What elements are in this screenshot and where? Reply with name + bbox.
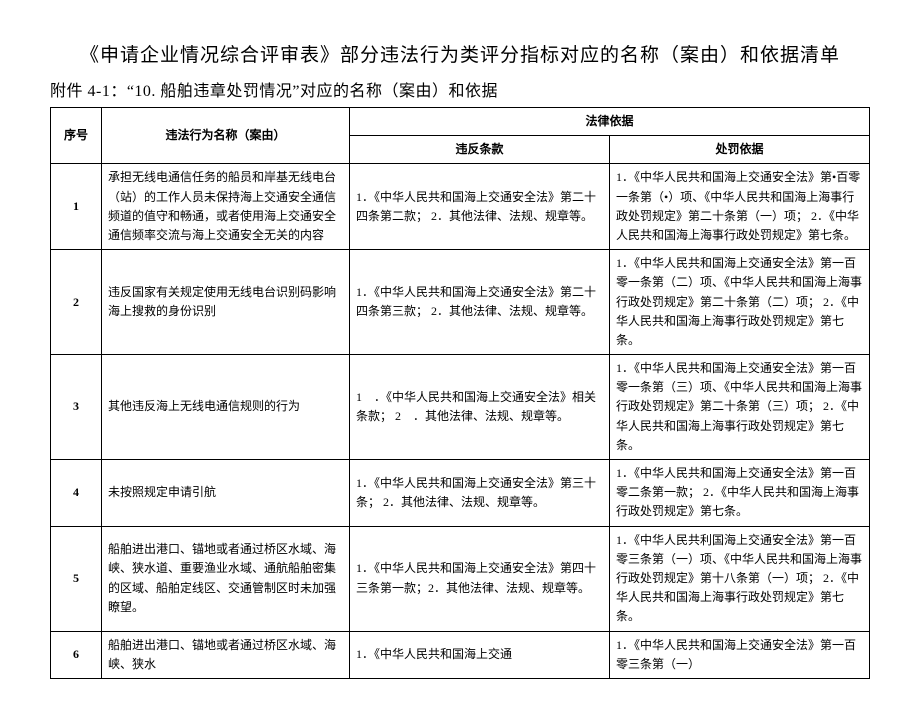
table-row: 4 未按照规定申请引航 1．《中华人民共和国海上交通安全法》第三十条； 2．其他… xyxy=(51,460,870,527)
cell-seq: 2 xyxy=(51,250,102,355)
table-body: 1 承担无线电通信任务的船员和岸基无线电台（站）的工作人员未保持海上交通安全通信… xyxy=(51,164,870,679)
cell-seq: 1 xyxy=(51,164,102,250)
cell-case: 承担无线电通信任务的船员和岸基无线电台（站）的工作人员未保持海上交通安全通信频道… xyxy=(102,164,350,250)
cell-violation: 1．《中华人民共和国海上交通安全法》第四十三条第一款；2．其他法律、法规、规章等… xyxy=(350,526,610,631)
col-case-header: 违法行为名称（案由） xyxy=(102,108,350,164)
table-row: 1 承担无线电通信任务的船员和岸基无线电台（站）的工作人员未保持海上交通安全通信… xyxy=(51,164,870,250)
cell-penalty: 1．《中华人民共和国海上交通安全法》第一百零三条第（一） xyxy=(610,631,870,678)
col-seq-header: 序号 xyxy=(51,108,102,164)
cell-penalty: 1．《中华人民共和国海上交通安全法》第一百零二条第一款； 2．《中华人民共和国海… xyxy=(610,460,870,527)
cell-violation: 1 ．《中华人民共和国海上交通安全法》相关条款； 2 ．其他法律、法规、规章等。 xyxy=(350,355,610,460)
cell-penalty: 1．《中华人民共和国海上交通安全法》第•百零一条第（•）项、《中华人民共和国海上… xyxy=(610,164,870,250)
cell-seq: 3 xyxy=(51,355,102,460)
regulation-table: 序号 违法行为名称（案由） 法律依据 违反条款 处罚依据 1 承担无线电通信任务… xyxy=(50,107,870,679)
cell-violation: 1．《中华人民共和国海上交通安全法》第二十四条第二款； 2．其他法律、法规、规章… xyxy=(350,164,610,250)
cell-seq: 4 xyxy=(51,460,102,527)
cell-case: 船舶进出港口、锚地或者通过桥区水域、海峡、狭水 xyxy=(102,631,350,678)
table-row: 5 船舶进出港口、锚地或者通过桥区水域、海峡、狭水道、重要渔业水域、通航船舶密集… xyxy=(51,526,870,631)
cell-penalty: 1．《中华人民共和国海上交通安全法》第一百零一条第（三）项、《中华人民共和国海上… xyxy=(610,355,870,460)
cell-seq: 5 xyxy=(51,526,102,631)
table-row: 6 船舶进出港口、锚地或者通过桥区水域、海峡、狭水 1．《中华人民共和国海上交通… xyxy=(51,631,870,678)
cell-case: 违反国家有关规定使用无线电台识别码影响海上搜救的身份识别 xyxy=(102,250,350,355)
page-title: 《申请企业情况综合评审表》部分违法行为类评分指标对应的名称（案由）和依据清单 xyxy=(50,40,870,67)
col-penalty-header: 处罚依据 xyxy=(610,136,870,164)
cell-seq: 6 xyxy=(51,631,102,678)
page-subtitle: 附件 4-1：“10. 船舶违章处罚情况”对应的名称（案由）和依据 xyxy=(50,77,870,101)
cell-case: 其他违反海上无线电通信规则的行为 xyxy=(102,355,350,460)
cell-penalty: 1．《中华人民共利国海上交通安全法》第一百零三条第（一）项、《中华人民共和国海上… xyxy=(610,526,870,631)
col-violation-header: 违反条款 xyxy=(350,136,610,164)
cell-case: 未按照规定申请引航 xyxy=(102,460,350,527)
cell-case: 船舶进出港口、锚地或者通过桥区水域、海峡、狭水道、重要渔业水域、通航船舶密集的区… xyxy=(102,526,350,631)
cell-penalty: 1．《中华人民共和国海上交通安全法》第一百零一条第（二）项、《中华人民共和国海上… xyxy=(610,250,870,355)
cell-violation: 1．《中华人民共和国海上交通安全法》第三十条； 2．其他法律、法规、规章等。 xyxy=(350,460,610,527)
table-row: 3 其他违反海上无线电通信规则的行为 1 ．《中华人民共和国海上交通安全法》相关… xyxy=(51,355,870,460)
cell-violation: 1．《中华人民共和国海上交通 xyxy=(350,631,610,678)
table-row: 2 违反国家有关规定使用无线电台识别码影响海上搜救的身份识别 1．《中华人民共和… xyxy=(51,250,870,355)
col-legal-basis-header: 法律依据 xyxy=(350,108,870,136)
header-row-1: 序号 违法行为名称（案由） 法律依据 xyxy=(51,108,870,136)
cell-violation: 1．《中华人民共和国海上交通安全法》第二十四条第三款； 2．其他法律、法规、规章… xyxy=(350,250,610,355)
